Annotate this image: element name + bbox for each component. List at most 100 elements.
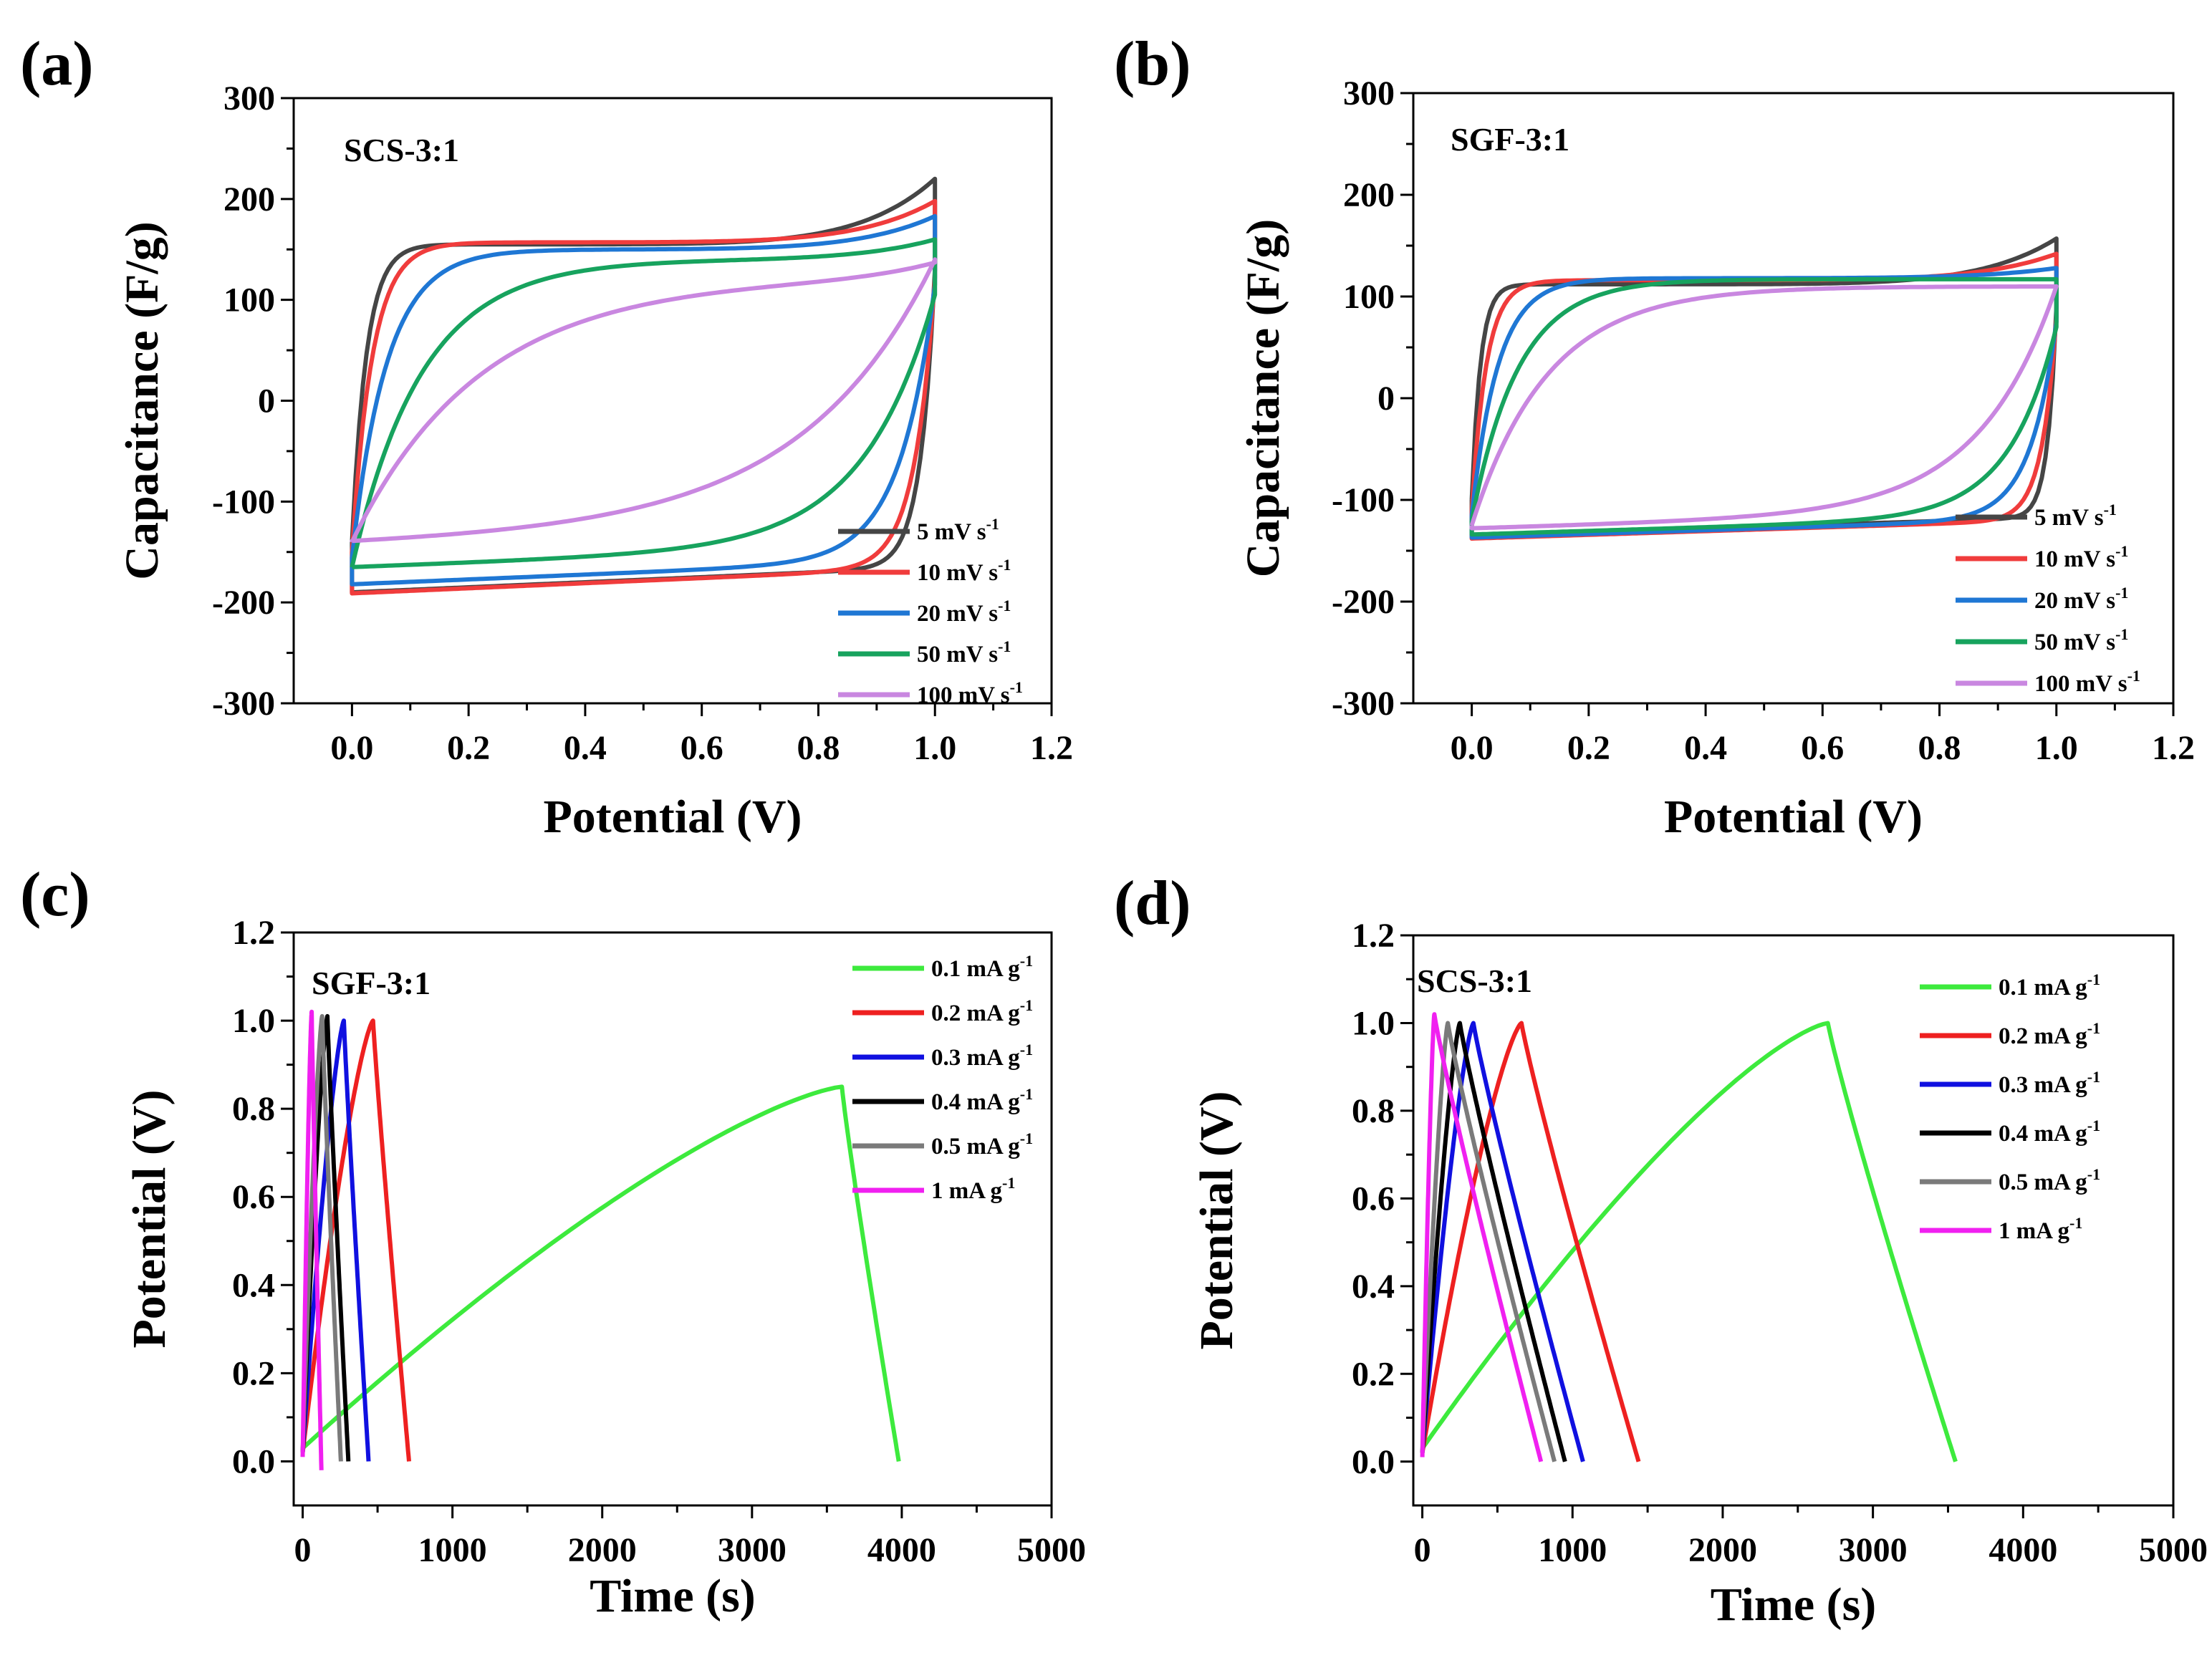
inset-label: SGF-3:1 (1451, 121, 1569, 158)
y-tick-label: 0.8 (232, 1090, 275, 1128)
y-tick-label: 0.6 (232, 1178, 275, 1216)
x-tick-label: 3000 (718, 1531, 787, 1569)
legend-label: 20 mV s-1 (917, 597, 1011, 627)
legend-label: 5 mV s-1 (917, 515, 999, 545)
y-tick-label: 300 (223, 79, 275, 117)
series-line-3 (350, 237, 938, 569)
y-tick-label: 0.4 (232, 1266, 275, 1304)
legend-label-text: 1 mA g (931, 1178, 1003, 1204)
legend-label-superscript: -1 (986, 515, 999, 533)
chart-panel-d: (d) 0 1000 2000 3000 4000 5000 1.2 1.0 0.8 0.6 0.4 0… (1114, 869, 2208, 1631)
series-line-4 (300, 1013, 343, 1462)
x-tick-label: 1.0 (2035, 729, 2078, 767)
legend-label-superscript: -1 (1002, 1174, 1015, 1192)
x-tick-label: 0.8 (1918, 729, 1961, 767)
legend-label-text: 5 mV s (2034, 505, 2104, 531)
legend-label: 0.1 mA g-1 (1999, 970, 2100, 1001)
legend-label-superscript: -1 (2087, 970, 2100, 988)
legend-label: 1 mA g-1 (931, 1174, 1015, 1204)
x-tick-label: 5000 (1017, 1531, 1086, 1569)
series-line-4 (350, 257, 938, 544)
legend-label-text: 0.2 mA g (931, 1001, 1020, 1026)
legend-label-text: 100 mV s (917, 683, 1010, 708)
legend-label-superscript: -1 (2087, 1117, 2100, 1134)
series-line-1 (1420, 1021, 1641, 1462)
y-tick-label: 0 (1377, 380, 1395, 418)
x-tick-label: 4000 (1989, 1531, 2057, 1569)
y-tick-label: -300 (212, 685, 275, 723)
x-tick-label: 2000 (1688, 1531, 1757, 1569)
legend-label: 50 mV s-1 (2034, 625, 2128, 655)
chart-panel-c: (c) 0 1000 2000 3000 4000 5000 1.2 1.0 0.8 0.6 0.4 0… (20, 860, 1086, 1622)
y-tick-label: 0.4 (1352, 1268, 1395, 1306)
series-line-5 (300, 1009, 324, 1470)
x-tick-label: 0 (294, 1531, 312, 1569)
legend-label: 10 mV s-1 (2034, 542, 2128, 572)
series-line-0 (1420, 1021, 1958, 1462)
inset-label: SCS-3:1 (344, 132, 459, 168)
y-tick-label: -200 (212, 584, 275, 622)
legend-label: 1 mA g-1 (1999, 1214, 2082, 1244)
legend-label-text: 0.4 mA g (931, 1089, 1020, 1115)
x-tick-label: 0 (1414, 1531, 1431, 1569)
legend-label-superscript: -1 (1020, 1041, 1033, 1059)
legend-label-text: 5 mV s (917, 519, 986, 545)
y-tick-label: 0.0 (232, 1442, 275, 1480)
legend-label: 10 mV s-1 (917, 556, 1011, 586)
x-tick-label: 0.6 (1801, 729, 1844, 767)
inset-label: SCS-3:1 (1417, 963, 1532, 999)
x-tick-label: 0.2 (1567, 729, 1610, 767)
x-tick-label: 1.0 (913, 729, 956, 767)
panel-letter: (c) (20, 860, 90, 930)
legend-label-text: 0.1 mA g (931, 956, 1020, 982)
legend-label-superscript: -1 (2115, 625, 2128, 643)
y-tick-label: -300 (1332, 685, 1395, 723)
x-tick-label: 4000 (867, 1531, 936, 1569)
legend-label-text: 10 mV s (917, 560, 998, 586)
series-line-5 (1420, 1012, 1544, 1462)
legend-label-text: 0.5 mA g (1999, 1170, 2087, 1195)
x-tick-label: 3000 (1839, 1531, 1908, 1569)
y-tick-label: 1.2 (1352, 917, 1395, 955)
legend-label-superscript: -1 (998, 637, 1011, 655)
series-line-4 (1469, 284, 2059, 531)
legend-label: 5 mV s-1 (2034, 501, 2117, 531)
legend-label-superscript: -1 (998, 556, 1011, 574)
y-axis-title: Capacitance (F/g) (116, 221, 168, 579)
legend-label: 0.5 mA g-1 (931, 1129, 1033, 1160)
x-tick-label: 1000 (1538, 1531, 1607, 1569)
x-axis-title: Potential (V) (1664, 791, 1923, 843)
x-tick-label: 1.2 (1030, 729, 1073, 767)
y-tick-label: 0.2 (232, 1354, 275, 1392)
legend-label: 0.1 mA g-1 (931, 952, 1033, 982)
series-line-4 (1420, 1021, 1557, 1462)
x-tick-label: 2000 (568, 1531, 637, 1569)
series-line-1 (1469, 251, 2059, 541)
legend-label-text: 0.5 mA g (931, 1134, 1020, 1160)
x-tick-label: 0.8 (797, 729, 840, 767)
legend-label-superscript: -1 (1020, 996, 1033, 1014)
legend-label-text: 20 mV s (2034, 588, 2115, 614)
inset-label: SGF-3:1 (312, 965, 431, 1001)
series-line-3 (1469, 276, 2059, 537)
legend-label-text: 0.4 mA g (1999, 1121, 2087, 1147)
panel-letter: (b) (1114, 29, 1191, 99)
x-tick-label: 0.4 (1684, 729, 1727, 767)
series-line-2 (1469, 266, 2059, 540)
x-tick-label: 0.4 (564, 729, 607, 767)
legend-label-superscript: -1 (2127, 667, 2140, 685)
x-axis-title: Potential (V) (543, 791, 802, 843)
legend-label: 0.2 mA g-1 (931, 996, 1033, 1026)
series-line-2 (1420, 1021, 1585, 1462)
y-tick-label: -100 (212, 483, 275, 521)
y-axis-title: Potential (V) (123, 1089, 175, 1348)
legend-label-superscript: -1 (1020, 1129, 1033, 1147)
y-tick-label: 0 (258, 382, 275, 420)
legend-label-superscript: -1 (1020, 952, 1033, 970)
x-tick-label: 0.2 (447, 729, 490, 767)
legend-label: 0.5 mA g-1 (1999, 1165, 2100, 1195)
y-tick-label: 1.0 (232, 1002, 275, 1040)
legend-label: 0.3 mA g-1 (1999, 1068, 2100, 1098)
